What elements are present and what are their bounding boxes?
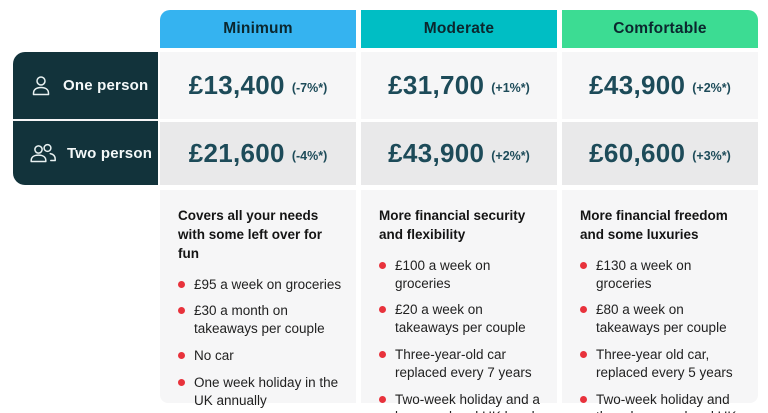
bullet-text: No car [194, 348, 234, 364]
column-moderate: Moderate £31,700 (+1%*) £43,900 (+2%*) M… [361, 10, 557, 413]
bullet-text: £95 a week on groceries [194, 276, 342, 292]
bullet-text: £20 a week on takeaways per couple [395, 302, 526, 336]
bullet-icon [379, 306, 386, 314]
description-moderate: More financial security and flexibility … [361, 190, 557, 413]
description-heading: Covers all your needs with some left ove… [178, 208, 323, 261]
bullet-icon [178, 352, 185, 360]
list-item: £80 a week on takeaways per couple [580, 301, 744, 337]
list-item: £20 a week on takeaways per couple [379, 301, 543, 337]
row-label-one-person: One person [13, 52, 158, 119]
amount: £31,700 [388, 70, 485, 100]
percent-change: (-4%*) [291, 149, 328, 163]
bullet-list: £95 a week on groceries £30 a month on t… [178, 276, 342, 410]
row-label-text: Two person [67, 144, 153, 162]
bullet-icon [580, 306, 587, 314]
bullet-icon [580, 351, 587, 359]
column-header-comfortable: Comfortable [562, 10, 758, 48]
value-cell-two-person-minimum: £21,600 (-4%*) [160, 122, 356, 185]
amount: £43,900 [589, 70, 686, 100]
bullet-text: £130 a week on groceries [596, 257, 692, 291]
row-labels-panel: One person Two person [13, 52, 158, 185]
list-item: No car [178, 347, 342, 365]
list-item: £30 a month on takeaways per couple [178, 302, 342, 338]
bullet-text: £100 a week on groceries [395, 257, 491, 291]
bullet-icon [178, 280, 185, 288]
value-cell-one-person-minimum: £13,400 (-7%*) [160, 52, 356, 119]
two-person-icon [30, 143, 56, 163]
row-label-text: One person [63, 77, 149, 94]
bullet-text: £30 a month on takeaways per couple [194, 303, 325, 337]
one-person-icon [32, 75, 50, 95]
percent-change: (+1%*) [491, 81, 530, 95]
list-item: One week holiday in the UK annually [178, 374, 342, 410]
description-heading: More financial security and flexibility [379, 208, 526, 242]
bullet-icon [379, 351, 386, 359]
bullet-icon [178, 378, 185, 386]
bullet-text: Two-week holiday and three long weekend … [596, 391, 736, 413]
amount: £13,400 [188, 70, 285, 100]
bullet-icon [580, 261, 587, 269]
bullet-icon [379, 261, 386, 269]
rows-divider [13, 119, 158, 121]
column-header-minimum: Minimum [160, 10, 356, 48]
bullet-text: Three-year old car, replaced every 5 yea… [596, 347, 733, 380]
bullet-text: £80 a week on takeaways per couple [596, 302, 727, 336]
percent-change: (-7%*) [291, 81, 328, 95]
bullet-list: £100 a week on groceries £20 a week on t… [379, 257, 543, 413]
amount: £60,600 [589, 138, 686, 168]
value-cell-two-person-comfortable: £60,600 (+3%*) [562, 122, 758, 185]
column-minimum: Minimum £13,400 (-7%*) £21,600 (-4%*) Co… [160, 10, 356, 408]
row-label-two-person: Two person [13, 121, 158, 185]
value-cell-two-person-moderate: £43,900 (+2%*) [361, 122, 557, 185]
description-heading: More financial freedom and some luxuries [580, 208, 728, 242]
bullet-icon [379, 395, 386, 403]
value-cell-one-person-comfortable: £43,900 (+2%*) [562, 52, 758, 119]
list-item: Three-year old car, replaced every 5 yea… [580, 346, 744, 382]
percent-change: (+3%*) [692, 149, 731, 163]
description-comfortable: More financial freedom and some luxuries… [562, 190, 758, 413]
bullet-icon [178, 307, 185, 315]
column-comfortable: Comfortable £43,900 (+2%*) £60,600 (+3%*… [562, 10, 758, 413]
bullet-list: £130 a week on groceries £80 a week on t… [580, 257, 744, 413]
list-item: Two-week holiday and three long weekend … [580, 391, 744, 413]
bullet-text: Two-week holiday and a long weekend UK b… [395, 391, 542, 413]
bullet-icon [580, 395, 587, 403]
percent-change: (+2%*) [692, 81, 731, 95]
bullet-text: One week holiday in the UK annually [194, 374, 339, 408]
percent-change: (+2%*) [491, 149, 530, 163]
description-minimum: Covers all your needs with some left ove… [160, 190, 356, 408]
list-item: £100 a week on groceries [379, 257, 543, 293]
list-item: £130 a week on groceries [580, 257, 744, 293]
list-item: Three-year-old car replaced every 7 year… [379, 346, 543, 382]
list-item: £95 a week on groceries [178, 276, 342, 294]
amount: £43,900 [388, 138, 485, 168]
bullet-text: Three-year-old car replaced every 7 year… [395, 347, 532, 380]
list-item: Two-week holiday and a long weekend UK b… [379, 391, 543, 413]
value-cell-one-person-moderate: £31,700 (+1%*) [361, 52, 557, 119]
column-header-moderate: Moderate [361, 10, 557, 48]
amount: £21,600 [188, 138, 285, 168]
